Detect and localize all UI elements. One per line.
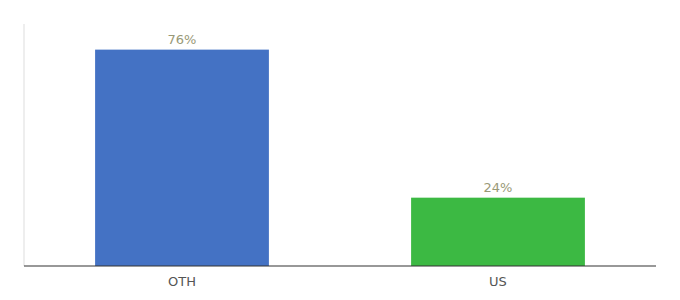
data-label: 76%: [168, 32, 197, 47]
bar: [411, 198, 585, 266]
data-label: 24%: [484, 180, 513, 195]
chart-container: 76% 24% OTH US: [0, 0, 680, 300]
x-tick-label: OTH: [168, 274, 196, 289]
y-axis-line: [24, 24, 25, 266]
x-tick-label: US: [489, 274, 507, 289]
x-axis-line: [24, 265, 656, 266]
bar: [95, 50, 269, 266]
bars: [95, 50, 585, 266]
chart: 76% 24% OTH US: [0, 0, 680, 300]
